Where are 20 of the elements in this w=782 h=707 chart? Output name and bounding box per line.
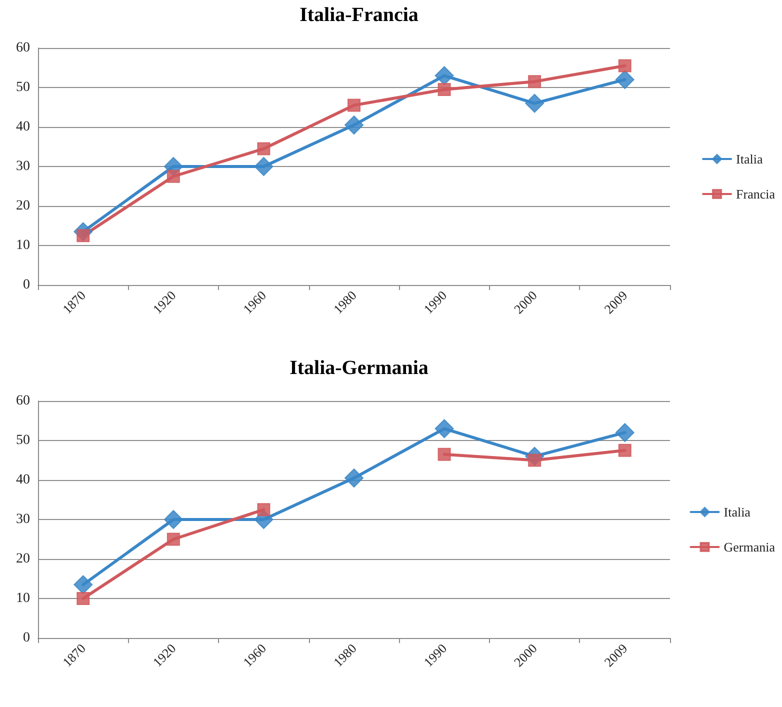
y-tick-label: 20 <box>16 552 30 566</box>
legend-label: Italia <box>736 152 763 166</box>
legend-label: Italia <box>724 504 751 520</box>
y-tick-label: 0 <box>23 278 30 292</box>
legend-label: Francia <box>736 186 776 202</box>
y-tick-label: 40 <box>16 472 30 488</box>
y-tick-label: 30 <box>16 159 30 174</box>
chart-title: Italia-Francia <box>300 4 418 26</box>
y-tick-label: 50 <box>16 433 30 448</box>
y-tick-label: 50 <box>16 80 30 95</box>
y-tick-label: 60 <box>16 394 30 408</box>
y-tick-label: 10 <box>16 591 30 606</box>
y-tick-label: 10 <box>16 238 30 253</box>
y-tick-label: 20 <box>16 198 30 214</box>
y-tick-label: 30 <box>16 512 30 527</box>
y-tick-label: 40 <box>16 120 30 134</box>
y-tick-label: 60 <box>16 40 30 56</box>
y-tick-label: 0 <box>23 630 30 646</box>
chart-title: Italia-Germania <box>290 357 428 379</box>
legend-label: Germania <box>724 540 776 554</box>
